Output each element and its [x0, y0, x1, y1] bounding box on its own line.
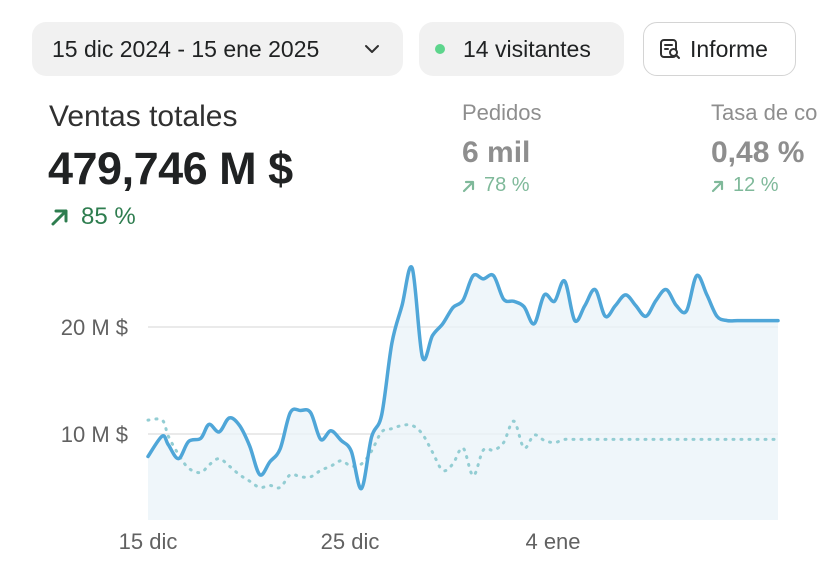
- arrow-up-right-icon: [711, 180, 724, 192]
- x-tick-label: 25 dic: [321, 529, 380, 554]
- current-series-line: [146, 265, 780, 491]
- y-tick-label: 20 M $: [61, 315, 128, 340]
- orders-label: Pedidos: [462, 100, 542, 125]
- x-tick-label: 4 ene: [525, 529, 580, 554]
- conversion-value: 0,48 %: [711, 136, 805, 169]
- date-range-label: 15 dic 2024 - 15 ene 2025: [52, 35, 320, 62]
- orders-metric[interactable]: Pedidos 6 mil 78 %: [462, 100, 542, 197]
- conversion-label: Tasa de co: [711, 100, 818, 125]
- orders-change-value: 78 %: [484, 174, 530, 196]
- total-sales-label: Ventas totales: [49, 100, 238, 133]
- conversion-change-value: 12 %: [733, 174, 779, 196]
- live-visitors-button[interactable]: 14 visitantes: [419, 22, 624, 76]
- total-sales-value: 479,746 M $: [48, 143, 293, 194]
- x-tick-label: 15 dic: [119, 529, 178, 554]
- orders-value: 6 mil: [462, 136, 531, 169]
- report-search-icon: [660, 39, 680, 59]
- total-sales-change-value: 85 %: [81, 203, 136, 230]
- total-sales-change: 85 %: [49, 203, 136, 231]
- conversion-metric[interactable]: Tasa de co 0,48 % 12 %: [711, 100, 828, 197]
- live-status-dot: [435, 44, 445, 54]
- orders-change: 78 %: [462, 174, 542, 197]
- current-series-area: [148, 266, 778, 520]
- arrow-up-right-icon: [51, 209, 68, 226]
- y-tick-label: 10 M $: [61, 422, 128, 447]
- report-button[interactable]: Informe: [643, 22, 796, 76]
- date-range-selector[interactable]: 15 dic 2024 - 15 ene 2025: [32, 22, 403, 76]
- chevron-down-icon: [365, 45, 379, 53]
- arrow-up-right-icon: [462, 180, 475, 192]
- report-label: Informe: [690, 35, 768, 62]
- conversion-change: 12 %: [711, 174, 828, 197]
- visitors-label: 14 visitantes: [463, 35, 591, 62]
